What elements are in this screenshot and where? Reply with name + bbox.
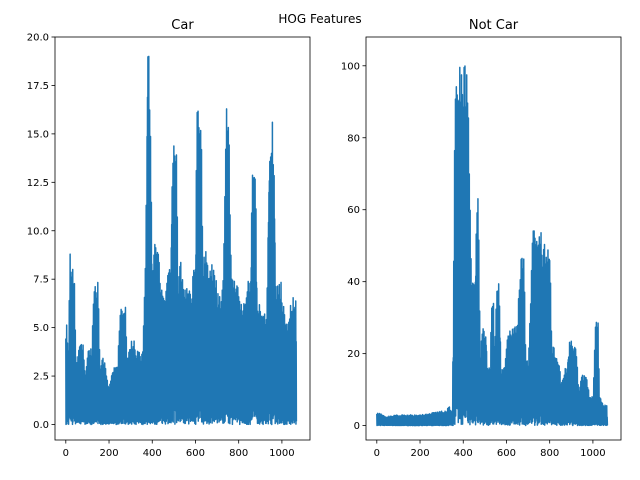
y-tick-label: 80 — [347, 133, 360, 144]
x-tick-label: 200 — [99, 448, 118, 459]
y-tick-label: 7.5 — [33, 275, 49, 286]
not-car-subplot-ticks: 0 200 400 600 800 1000 0 20 40 60 80 100 — [341, 61, 606, 459]
y-tick-label: 17.5 — [27, 81, 49, 92]
car-subplot-ticks: 0 200 400 600 800 1000 0.0 2.5 5.0 7.5 10.0 12.5 15.… — [27, 33, 295, 460]
y-tick-label: 0 — [354, 421, 360, 432]
y-tick-label: 2.5 — [33, 372, 49, 383]
x-tick-label: 600 — [497, 448, 516, 459]
y-tick-label: 5.0 — [33, 323, 49, 334]
x-tick-label: 0 — [63, 448, 69, 459]
x-tick-label: 400 — [454, 448, 473, 459]
not-car-subplot: Not Car 0 200 400 600 800 1000 0 20 40 60 80 100 — [341, 18, 622, 459]
x-tick-label: 1000 — [269, 448, 294, 459]
car-subplot: Car 0 200 400 600 800 1000 0.0 2.5 5.0 7.5 10.0 12.… — [27, 18, 311, 460]
hog-feature-line — [65, 55, 298, 426]
x-tick-label: 800 — [540, 448, 559, 459]
not-car-subplot-series — [376, 65, 609, 427]
y-tick-label: 15.0 — [27, 129, 49, 140]
y-tick-label: 10.0 — [27, 226, 49, 237]
x-tick-label: 400 — [143, 448, 162, 459]
y-tick-label: 0.0 — [33, 420, 49, 431]
y-tick-label: 20 — [347, 349, 360, 360]
figure-suptitle: HOG Features — [278, 12, 361, 26]
y-tick-label: 12.5 — [27, 178, 49, 189]
x-tick-label: 0 — [374, 448, 380, 459]
not-car-subplot-title: Not Car — [469, 18, 519, 33]
x-tick-label: 600 — [186, 448, 205, 459]
car-subplot-frame — [54, 36, 311, 441]
x-tick-label: 200 — [410, 448, 429, 459]
car-subplot-series — [65, 55, 298, 426]
y-tick-label: 20.0 — [27, 33, 49, 44]
x-tick-label: 1000 — [580, 448, 605, 459]
car-subplot-title: Car — [171, 18, 194, 33]
not-car-subplot-frame — [365, 36, 622, 441]
y-tick-label: 40 — [347, 277, 360, 288]
x-tick-label: 800 — [229, 448, 248, 459]
y-tick-label: 100 — [341, 61, 360, 72]
hog-feature-line — [376, 65, 609, 427]
y-tick-label: 60 — [347, 205, 360, 216]
